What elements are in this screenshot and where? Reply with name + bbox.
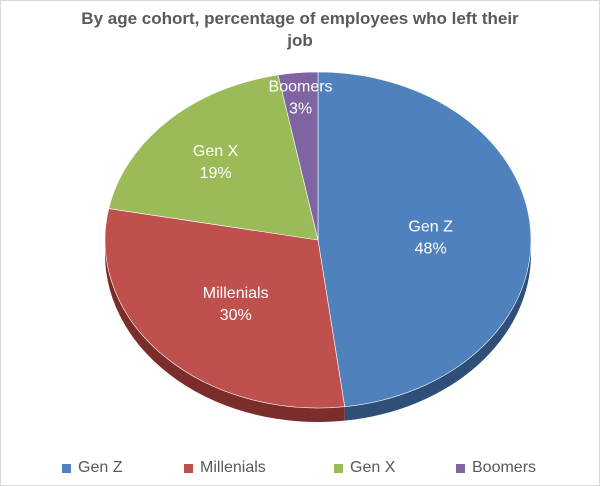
- legend-item-boomers: Boomers: [456, 456, 536, 480]
- legend-swatch-gen-z: [62, 463, 71, 473]
- pie-slice-gen-x: [108, 74, 319, 241]
- slice-label-gen-x: Gen X: [193, 143, 239, 160]
- legend-label-gen-z: Gen Z: [78, 459, 123, 476]
- chart-title-line-2: job: [287, 31, 313, 50]
- legend-item-gen-x: Gen X: [334, 456, 395, 480]
- legend-item-gen-z: Gen Z: [62, 456, 122, 480]
- legend-swatch-boomers: [456, 463, 465, 473]
- legend-swatch-millenials: [184, 463, 193, 473]
- slice-label-gen-z: Gen Z: [408, 218, 453, 235]
- legend-label-gen-x: Gen X: [350, 459, 396, 476]
- legend-item-millenials: Millenials: [184, 456, 266, 480]
- slice-value-gen-z: 48%: [415, 240, 447, 257]
- legend-swatch-gen-x: [334, 463, 343, 473]
- slice-value-gen-x: 19%: [200, 165, 232, 182]
- pie-slice-millenials: [104, 208, 346, 409]
- pie-slice-boomers: [277, 71, 319, 241]
- chart-legend: Gen Z Millenials Gen X Boomers: [0, 456, 600, 480]
- chart-title-line-1: By age cohort, percentage of employees w…: [81, 9, 519, 28]
- legend-label-millenials: Millenials: [200, 459, 266, 476]
- pie-slice-gen-z: [317, 71, 532, 408]
- slice-label-millenials: Millenials: [203, 285, 269, 302]
- slice-value-boomers: 3%: [289, 100, 312, 117]
- pie-side-gen-z: [344, 240, 531, 421]
- legend-label-boomers: Boomers: [472, 459, 537, 476]
- slice-label-boomers: Boomers: [269, 78, 333, 95]
- chart-title: By age cohort, percentage of employees w…: [0, 8, 600, 52]
- slice-value-millenials: 30%: [220, 307, 252, 324]
